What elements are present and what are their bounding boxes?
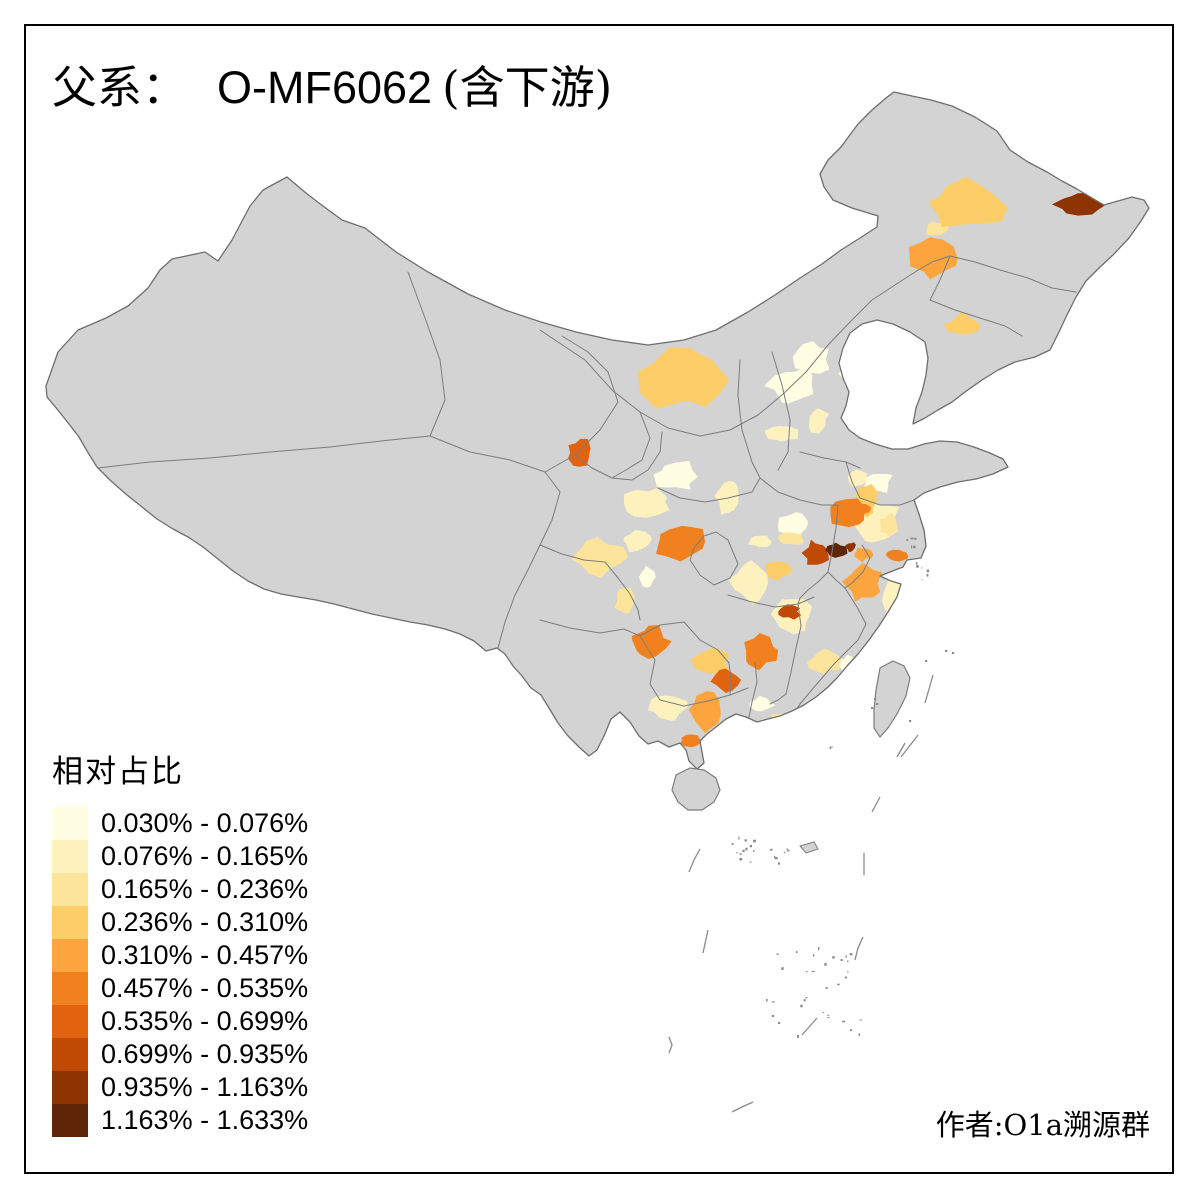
legend-swatch	[52, 840, 88, 873]
legend-range-label: 0.699% - 0.935%	[101, 1039, 309, 1069]
prefecture-region	[623, 488, 670, 518]
legend-row: 0.165% - 0.236%	[52, 873, 308, 906]
prefecture-region	[647, 695, 688, 721]
legend-row: 0.699% - 0.935%	[52, 1038, 308, 1071]
prefecture-region	[825, 542, 848, 558]
prefecture-region	[844, 542, 856, 553]
title-suffix: (含下游)	[442, 61, 613, 114]
taiwan-island	[873, 660, 911, 738]
prefecture-region	[854, 547, 874, 563]
prefecture-region	[749, 695, 776, 712]
prefecture-region	[747, 535, 772, 548]
legend-swatch	[52, 1005, 88, 1038]
prefecture-region	[744, 633, 779, 671]
legend-swatch	[52, 1038, 88, 1071]
legend-range-label: 0.236% - 0.310%	[101, 907, 309, 937]
prefecture-region	[623, 530, 652, 553]
legend-title: 相对占比	[52, 754, 184, 790]
prefecture-region	[801, 539, 830, 565]
plot-frame	[24, 24, 1174, 1174]
legend-range-label: 0.165% - 0.236%	[101, 874, 309, 904]
legend-row: 0.535% - 0.699%	[52, 1005, 308, 1038]
title-haplogroup: O-MF6062	[217, 62, 433, 113]
legend-row: 0.236% - 0.310%	[52, 906, 308, 939]
prefecture-region	[944, 310, 981, 335]
prefecture-region	[679, 734, 702, 748]
prefecture-region	[855, 483, 878, 519]
prefecture-region	[792, 341, 830, 374]
legend-swatch	[52, 1104, 88, 1137]
prefecture-region	[880, 512, 898, 538]
legend-range-label: 0.310% - 0.457%	[101, 940, 309, 970]
prefecture-region	[714, 481, 739, 515]
prefecture-region	[571, 536, 629, 578]
legend-row: 0.310% - 0.457%	[52, 939, 308, 972]
legend-range-label: 0.457% - 0.535%	[101, 973, 309, 1003]
legend-swatch	[52, 807, 88, 840]
legend-range-label: 0.935% - 1.163%	[101, 1072, 309, 1102]
legend-row: 0.935% - 1.163%	[52, 1071, 308, 1104]
prefecture-region	[841, 562, 883, 602]
prefecture-region	[928, 176, 1008, 228]
prefecture-region	[690, 647, 731, 675]
map-title: 父系： O-MF6062 (含下游)	[52, 64, 612, 111]
sea-islet	[799, 841, 819, 854]
legend-row: 0.457% - 0.535%	[52, 972, 308, 1005]
prefecture-region	[888, 614, 910, 634]
prefecture-region	[778, 604, 802, 620]
prefecture-region	[778, 512, 808, 535]
prefecture-region	[885, 549, 909, 562]
prefecture-region	[638, 565, 656, 588]
legend: 相对占比 0.030% - 0.076% 0.076% - 0.165% 0.165…	[52, 746, 308, 1137]
legend-range-label: 0.030% - 0.076%	[101, 808, 309, 838]
legend-swatch	[52, 939, 88, 972]
prefecture-region	[727, 560, 768, 605]
legend-range-label: 0.076% - 0.165%	[101, 841, 309, 871]
prefecture-region	[855, 502, 872, 516]
prefecture-region	[765, 561, 793, 581]
legend-swatch	[52, 873, 88, 906]
legend-rows: 0.030% - 0.076% 0.076% - 0.165% 0.165% - 0…	[52, 807, 308, 1137]
attribution-text: 作者:O1a溯源群	[935, 1108, 1150, 1142]
title-prefix: 父系：	[52, 61, 188, 114]
legend-range-label: 1.163% - 1.633%	[101, 1105, 309, 1135]
prefecture-region	[688, 691, 721, 734]
prefecture-region	[809, 408, 830, 434]
prefecture-region	[631, 624, 672, 660]
prefecture-region	[830, 498, 865, 528]
prefecture-region	[653, 460, 698, 490]
legend-row: 0.030% - 0.076%	[52, 807, 308, 840]
legend-swatch	[52, 906, 88, 939]
prefecture-region	[807, 648, 842, 675]
prefecture-region	[778, 532, 805, 545]
prefecture-region	[567, 438, 591, 467]
legend-row: 0.076% - 0.165%	[52, 840, 308, 873]
prefecture-region	[710, 668, 742, 694]
legend-swatch	[52, 972, 88, 1005]
hainan-island	[671, 767, 721, 811]
prefecture-region	[637, 347, 730, 409]
legend-row: 1.163% - 1.633%	[52, 1104, 308, 1137]
legend-range-label: 0.535% - 0.699%	[101, 1006, 309, 1036]
legend-swatch	[52, 1071, 88, 1104]
